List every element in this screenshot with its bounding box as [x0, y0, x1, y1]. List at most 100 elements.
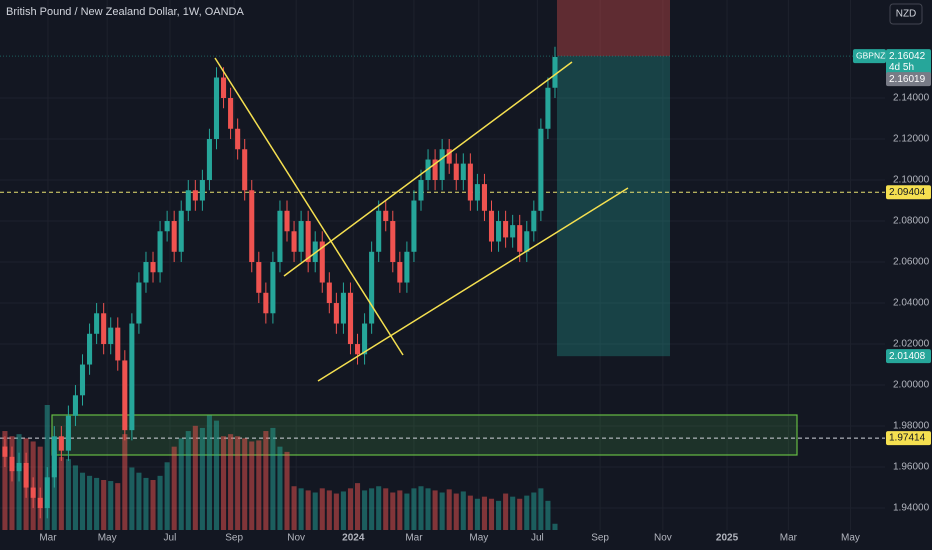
candle-body	[79, 364, 86, 396]
volume-pane	[2, 405, 558, 530]
y-tick-label: 2.02000	[893, 339, 930, 350]
volume-bar	[199, 427, 205, 530]
bid-price-label-box	[886, 72, 931, 87]
volume-bar	[319, 488, 325, 530]
candle-body	[228, 98, 234, 129]
volume-bar	[72, 465, 78, 530]
volume-bar	[270, 427, 276, 530]
level-label-box	[886, 185, 931, 200]
candle-body	[347, 292, 354, 345]
x-tick-label: Sep	[225, 533, 243, 544]
volume-bar	[496, 500, 502, 530]
candle-body	[94, 313, 100, 334]
candle-body	[101, 313, 107, 345]
currency-button[interactable]	[889, 3, 923, 25]
volume-bar	[354, 483, 361, 530]
volume-bar	[326, 490, 332, 530]
volume-bar	[453, 493, 459, 530]
x-tick-label: Jul	[531, 533, 544, 544]
volume-bar	[411, 488, 417, 530]
bid-price-label: 2.16019	[889, 74, 926, 85]
candle-body	[298, 221, 304, 252]
volume-bar	[340, 491, 346, 530]
candle-body	[143, 262, 149, 283]
volume-bar	[284, 451, 290, 530]
candle-body	[87, 333, 93, 365]
candle-body	[51, 436, 57, 478]
candle-body	[178, 210, 184, 252]
candle-body	[383, 210, 389, 222]
symbol-box	[853, 49, 886, 64]
candle-body	[376, 210, 382, 252]
volume-bar	[171, 446, 177, 530]
volume-bar	[503, 493, 509, 530]
volume-bar	[2, 431, 8, 530]
candle-body	[122, 360, 128, 431]
candle-body	[58, 436, 64, 451]
volume-bar	[256, 440, 262, 530]
trendline	[214, 57, 404, 356]
volume-bar	[467, 495, 473, 530]
volume-bar	[305, 490, 311, 530]
x-tick-label: Nov	[654, 533, 672, 544]
currency-label[interactable]: NZD	[896, 9, 917, 20]
level-label: 2.09404	[889, 187, 926, 198]
candle-body	[242, 149, 248, 191]
candle-body	[256, 262, 262, 293]
candle-body	[136, 282, 142, 324]
candle-body	[164, 221, 170, 232]
volume-bar	[531, 492, 537, 530]
x-tick-label: Nov	[287, 533, 305, 544]
volume-bar	[65, 459, 71, 530]
volume-bar	[150, 480, 156, 530]
volume-bar	[178, 438, 184, 530]
candle-body	[354, 344, 361, 355]
candle-body	[319, 241, 325, 283]
volume-bar	[418, 486, 424, 530]
candle-body	[65, 415, 71, 451]
volume-bar	[129, 467, 135, 530]
volume-bar	[390, 492, 396, 530]
y-tick-label: 2.10000	[893, 175, 930, 186]
candle-body	[524, 231, 530, 252]
last-price-label: 2.16042	[889, 51, 926, 62]
candle-body	[397, 262, 403, 283]
volume-bar	[213, 420, 220, 530]
target-zone	[556, 56, 670, 357]
volume-bar	[446, 489, 452, 530]
candle-body	[235, 128, 241, 150]
candle-body	[249, 190, 255, 263]
candle-body	[404, 251, 410, 283]
y-tick-label: 2.00000	[893, 380, 930, 391]
volume-bar	[9, 436, 15, 530]
candle-body	[263, 292, 269, 314]
volume-bar	[115, 483, 121, 530]
volume-bar	[263, 431, 269, 530]
price-axis: 1.94000 1.96000 1.98000 2.00000 2.02000 2.040…	[39, 0, 932, 544]
volume-bar	[312, 492, 318, 530]
x-tick-label: 2024	[342, 533, 365, 544]
volume-bar	[16, 434, 22, 530]
volume-bar	[439, 492, 445, 530]
candle-body	[446, 149, 452, 164]
candle-body	[488, 210, 495, 242]
candle-body	[340, 292, 346, 324]
y-tick-label: 2.06000	[893, 257, 930, 268]
candle-body	[72, 395, 78, 416]
volume-bar	[79, 472, 86, 530]
volume-bar	[94, 477, 100, 530]
candle-body	[453, 163, 459, 181]
candle-body	[411, 200, 417, 252]
volume-bar	[481, 496, 487, 530]
candle-body	[531, 210, 537, 232]
candle-body	[333, 303, 339, 324]
symbol-label: GBPNZD	[856, 50, 891, 60]
candle-body	[362, 323, 368, 355]
stop-zone	[556, 0, 670, 57]
volume-bar	[383, 488, 389, 530]
trendlines	[214, 57, 629, 382]
candle-body	[474, 184, 480, 201]
chart-title: British Pound / New Zealand Dollar, 1W, …	[6, 6, 244, 18]
